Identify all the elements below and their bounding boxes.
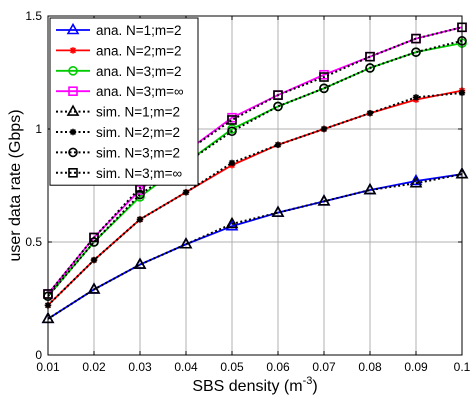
data-point: [317, 194, 331, 206]
legend-box: [49, 17, 199, 186]
x-tick-label: 0.04: [174, 360, 198, 374]
y-tick-label: 0.5: [25, 235, 42, 249]
x-tick-label: 0.02: [82, 360, 106, 374]
data-point: [411, 47, 421, 57]
series-4: [41, 167, 469, 324]
legend-label: ana. N=3;m=∞: [96, 84, 184, 99]
x-tick-label: 0.03: [128, 360, 152, 374]
data-point: [363, 182, 377, 195]
y-axis-label: user data rate (Gbps): [7, 109, 24, 261]
legend-marker: [68, 66, 78, 76]
ticks: 0.01 0.02 0.03 0.04 0.05 0.06 0.07 0.08 0.09 0.1 0…: [25, 9, 470, 374]
x-tick-label: 0.1: [454, 360, 471, 374]
legend-label: ana. N=2;m=2: [96, 43, 182, 58]
legend-label: sim. N=3;m=2: [96, 145, 180, 160]
data-point: [274, 141, 282, 149]
data-point: [225, 219, 239, 231]
y-tick-label: 0: [35, 348, 42, 362]
legend-item: sim. N=1;m=2: [56, 104, 180, 120]
series-layer: [41, 22, 469, 324]
axes-box: [47, 15, 463, 356]
legend-marker: [68, 86, 78, 96]
data-point: [136, 216, 144, 223]
data-point: [409, 176, 423, 188]
series-line: [47, 173, 463, 320]
data-point: [271, 205, 285, 217]
legend-item: ana. N=3;m=2: [56, 64, 182, 79]
x-tick-label: 0.07: [312, 360, 336, 374]
data-point: [179, 237, 193, 249]
legend-item: sim. N=2;m=2: [56, 125, 180, 140]
data-point: [409, 173, 423, 186]
legend-marker: [66, 104, 80, 116]
data-point: [320, 125, 328, 133]
legend-marker: [66, 22, 80, 35]
legend-label: sim. N=1;m=2: [96, 105, 180, 120]
x-tick-label: 0.08: [358, 360, 382, 374]
data-point: [89, 232, 99, 243]
x-tick-label: 0.06: [266, 360, 290, 374]
x-tick-label: 0.01: [36, 360, 60, 374]
legend-item: ana. N=2;m=2: [56, 43, 182, 58]
series-line: [47, 91, 463, 306]
data-point: [225, 216, 239, 229]
y-tick-label: 1.5: [25, 9, 42, 23]
legend: ana. N=1;m=2 ana. N=2;m=2 ana. N=3;m=2 ana.…: [49, 17, 199, 186]
data-point: [227, 126, 237, 137]
series-line: [47, 39, 463, 297]
data-point: [319, 83, 329, 94]
legend-item: ana. N=1;m=2: [56, 22, 182, 38]
data-point: [365, 63, 375, 73]
legend-marker: [68, 168, 78, 178]
data-point: [412, 94, 420, 101]
data-point: [90, 256, 98, 264]
data-point: [227, 115, 237, 125]
data-point: [411, 33, 421, 44]
x-tick-label: 0.09: [404, 360, 428, 374]
data-point: [273, 90, 283, 100]
data-point: [365, 51, 375, 62]
data-point: [87, 282, 101, 294]
data-point: [273, 101, 283, 112]
y-tick-label: 1: [35, 122, 42, 136]
legend-item: sim. N=3;m=∞: [56, 166, 183, 181]
data-point: [135, 189, 145, 200]
x-axis-label: SBS density (m-3): [192, 375, 317, 395]
series-line: [47, 26, 463, 295]
x-tick-label: 0.05: [220, 360, 244, 374]
legend-label: sim. N=2;m=2: [96, 125, 180, 140]
legend-marker: [69, 128, 77, 136]
legend-item: ana. N=3;m=∞: [56, 84, 184, 99]
data-point: [319, 72, 329, 82]
legend-item: sim. N=3;m=2: [56, 145, 180, 160]
data-point: [182, 189, 190, 196]
legend-label: ana. N=3;m=2: [96, 64, 182, 79]
data-point: [133, 257, 147, 269]
series-line: [47, 173, 463, 320]
data-point: [228, 159, 236, 167]
data-point: [366, 109, 374, 117]
legend-label: sim. N=3;m=∞: [96, 166, 183, 181]
legend-marker: [69, 47, 77, 54]
legend-label: ana. N=1;m=2: [96, 23, 182, 38]
legend-marker: [68, 147, 78, 158]
